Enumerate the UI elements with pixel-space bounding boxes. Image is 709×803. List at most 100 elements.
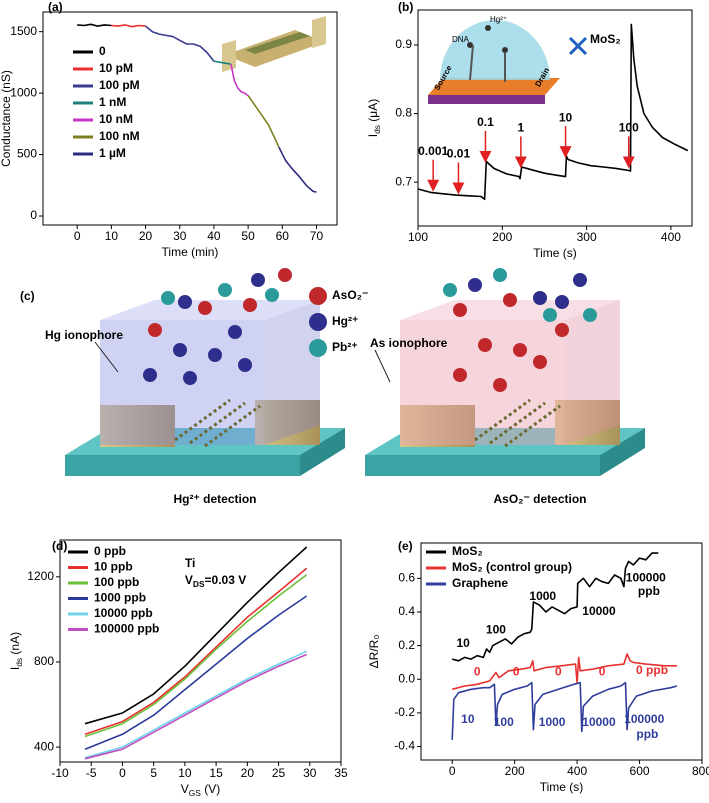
legend-label: AsO₂⁻ [332, 288, 368, 302]
label-part: GS [189, 788, 202, 798]
x-tick-label: 15 [209, 766, 223, 780]
legend-label: 10 nM [99, 112, 133, 126]
annotation: 100 [619, 121, 639, 135]
annotation: 10 [559, 110, 573, 124]
series-line [84, 653, 308, 760]
label-part: (nA) [8, 632, 22, 658]
fet-inset: DNA Hg²⁺ Source Drain MoS₂ [428, 15, 621, 104]
legend-label: MoS₂ [452, 544, 483, 558]
y-tick-label: 1500 [10, 24, 37, 38]
legend-label: 100 pM [99, 78, 140, 92]
annotation: 100000 [624, 712, 664, 726]
annotation: 0 [474, 665, 481, 679]
inset-label: DNA [452, 35, 470, 44]
x-tick-label: 25 [272, 766, 286, 780]
y-tick-label: 400 [34, 739, 54, 753]
x-tick-label: 10 [178, 766, 192, 780]
legend-label: 10 ppb [94, 560, 133, 574]
annotation: 0.001 [418, 144, 448, 158]
annotation: 0 [599, 665, 606, 679]
label-part: I [366, 134, 380, 137]
x-tick-label: 60 [276, 229, 290, 243]
annotation: 10000 [582, 604, 616, 618]
caption: Hg²⁺ detection [174, 492, 257, 506]
inset-label: Hg²⁺ [490, 15, 507, 24]
series-line [84, 567, 308, 736]
plot-frame [59, 539, 342, 763]
x-tick-label: 10 [105, 229, 119, 243]
label-part: V [181, 782, 189, 796]
x-tick-label: 400 [661, 230, 681, 244]
y-tick-label: 0.6 [398, 570, 415, 584]
annotation: 100 [486, 623, 506, 637]
label-part: I [8, 667, 22, 670]
ionophore-label: As ionophore [370, 336, 448, 350]
annotation: 0.1 [477, 115, 494, 129]
annotation: 0 [513, 665, 520, 679]
ionophore-label: Hg ionophore [45, 328, 123, 342]
x-axis-label: Time (s) [540, 780, 584, 794]
panel-label: (b) [398, 0, 413, 14]
x-tick-label: 0 [449, 764, 456, 778]
series-line [84, 546, 308, 725]
legend-label: 100 nM [99, 129, 140, 143]
legend-label: 1 nM [99, 95, 126, 109]
series-line [84, 595, 308, 750]
x-tick-label: 40 [207, 229, 221, 243]
series-line [111, 24, 146, 28]
series-line [77, 23, 112, 27]
legend-label: Hg²⁺ [332, 314, 358, 328]
x-tick-label: 0 [74, 229, 81, 243]
x-tick-label: 300 [577, 230, 597, 244]
annotation: ppb [636, 727, 658, 741]
x-tick-label: 20 [139, 229, 153, 243]
x-axis-label: Time (min) [162, 245, 219, 259]
panel-label: (e) [398, 539, 413, 553]
annotation: 1000 [539, 715, 566, 729]
annotation: 100 [494, 715, 514, 729]
caption: AsO₂⁻ detection [493, 492, 586, 506]
x-tick-label: 35 [334, 766, 348, 780]
x-tick-label: 50 [241, 229, 255, 243]
series-line [451, 552, 659, 662]
label-part: DS [193, 579, 205, 589]
annotation: 0 ppb [636, 663, 668, 677]
legend-label: 1 µM [99, 146, 126, 160]
panel-label: (c) [20, 289, 35, 303]
annotation: 1000 [529, 589, 556, 603]
legend-label: 10 pM [99, 61, 133, 75]
plot-frame [417, 9, 693, 227]
legend-label: 10000 ppb [94, 606, 153, 620]
x-tick-label: 30 [173, 229, 187, 243]
device-hg [65, 268, 345, 476]
legend-label: 100000 ppb [94, 622, 159, 636]
series-line [417, 23, 689, 201]
y-tick-label: -0.2 [394, 705, 415, 719]
x-tick-label: 5 [150, 766, 157, 780]
annotation: 0 [555, 665, 562, 679]
y-axis-label: ΔR/R₀ [367, 635, 381, 669]
annotation: ppb [638, 584, 660, 598]
x-tick-label: 100 [408, 230, 428, 244]
legend-label: 0 [99, 44, 106, 58]
label-part: (μA) [366, 99, 380, 125]
x-tick-label: 30 [303, 766, 317, 780]
legend-label: 0 ppb [94, 544, 126, 558]
y-tick-label: 0.2 [398, 638, 415, 652]
y-axis-label: Conductance (nS) [0, 70, 13, 167]
legend-label: 1000 ppb [94, 591, 146, 605]
series-line [145, 25, 215, 62]
plot-frame [420, 542, 703, 761]
annotation: 0.01 [447, 147, 471, 161]
series-line [247, 95, 280, 148]
y-tick-label: 0.7 [395, 174, 412, 188]
annotation: 10000 [582, 715, 616, 729]
panel-label: (a) [48, 0, 63, 14]
x-tick-label: -10 [51, 766, 69, 780]
y-tick-label: -0.4 [394, 739, 415, 753]
plot-frame [42, 11, 338, 226]
label-part: ds [14, 658, 24, 667]
x-tick-label: 70 [310, 229, 324, 243]
y-axis-label: Ids (nA) [8, 632, 24, 670]
